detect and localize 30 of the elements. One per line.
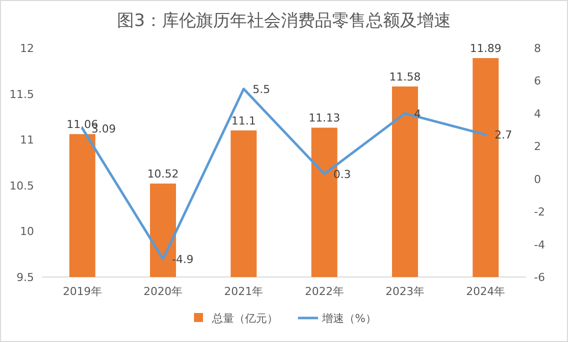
x-tick-label: 2021年 xyxy=(224,285,264,298)
legend-label: 增速（%） xyxy=(321,312,376,325)
data-label: 4 xyxy=(414,107,421,120)
x-tick-label: 2020年 xyxy=(144,285,182,298)
x-tick-label: 2022年 xyxy=(304,285,344,298)
data-label: 10.52 xyxy=(147,168,179,181)
y2-tick-label: 2 xyxy=(534,140,541,154)
data-label: 11.1 xyxy=(231,114,256,128)
y-tick-label: 11.5 xyxy=(10,88,34,101)
y2-tick-label: 0 xyxy=(534,172,541,186)
x-tick-label: 2023年 xyxy=(386,285,424,298)
x-tick-label: 2019年 xyxy=(62,285,102,298)
legend-label: 总量（亿元） xyxy=(211,312,278,325)
data-label: 5.5 xyxy=(252,82,270,96)
chart-title: 图3：库伦旗历年社会消费品零售总额及增速 xyxy=(117,11,451,31)
y2-tick-label: -2 xyxy=(534,206,545,219)
y2-tick-label: 4 xyxy=(534,107,541,120)
y2-tick-label: -6 xyxy=(534,271,545,284)
y-tick-label: 11 xyxy=(20,134,34,147)
data-label: 11.58 xyxy=(389,70,421,84)
y-tick-label: 9.5 xyxy=(16,271,34,284)
y-tick-label: 10.5 xyxy=(10,179,34,192)
y2-tick-label: -4 xyxy=(534,238,545,252)
y-tick-label: 10 xyxy=(20,225,34,238)
data-label: 11.89 xyxy=(470,42,502,56)
y2-tick-label: 6 xyxy=(534,74,541,88)
x-tick-label: 2024年 xyxy=(466,285,506,298)
y2-tick-label: 8 xyxy=(534,42,541,55)
data-label: 11.13 xyxy=(308,112,340,125)
y-tick-label: 12 xyxy=(20,42,34,55)
